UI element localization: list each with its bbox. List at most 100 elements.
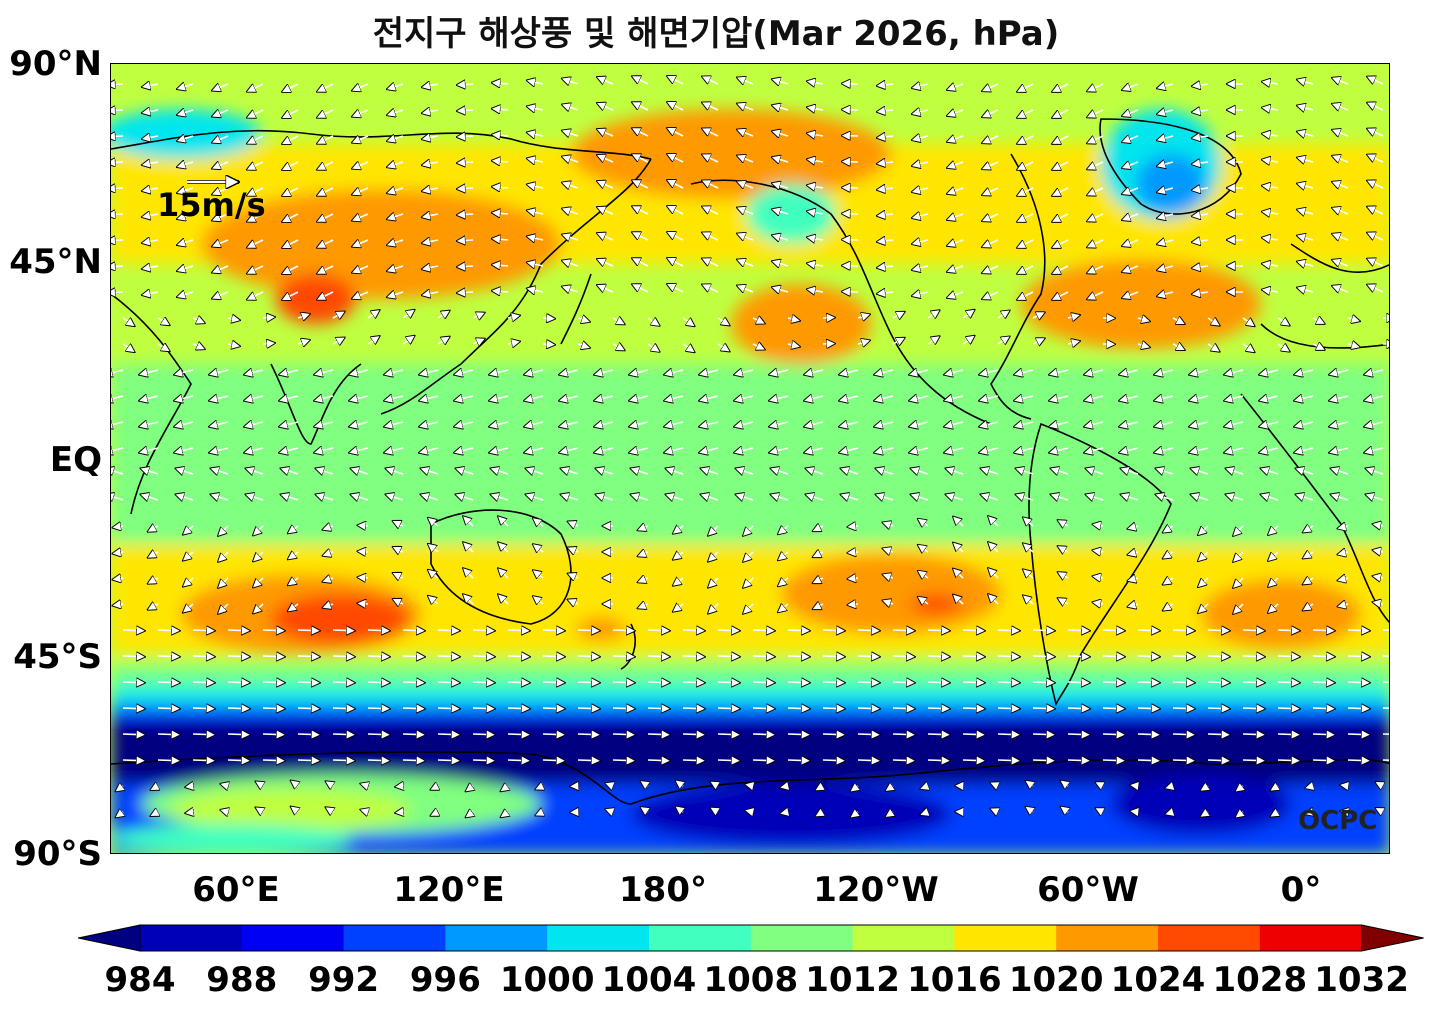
wind-arrow — [640, 526, 649, 529]
wind-arrow — [990, 596, 999, 605]
wind-arrow — [1366, 422, 1384, 426]
wind-arrow — [1202, 786, 1208, 790]
wind-arrow — [1270, 551, 1279, 560]
wind-arrow — [491, 422, 509, 426]
wind-arrow — [354, 162, 369, 168]
wind-arrow — [1121, 396, 1139, 400]
wind-arrow — [809, 82, 824, 84]
wind-arrow — [526, 396, 544, 400]
wind-arrow — [1347, 318, 1358, 321]
wind-arrow — [535, 598, 544, 604]
wind-arrow — [178, 495, 194, 500]
wind-arrow — [297, 315, 308, 318]
wind-arrow — [402, 734, 423, 735]
wind-arrow — [227, 656, 248, 657]
wind-arrow — [529, 81, 544, 84]
wind-arrow — [491, 396, 509, 400]
wind-arrow — [704, 103, 719, 111]
wind-arrow — [1299, 132, 1314, 136]
wind-arrow — [1194, 240, 1209, 242]
wind-arrow — [141, 396, 159, 400]
wind-arrow — [914, 84, 929, 88]
wind-arrow — [1272, 812, 1278, 815]
wind-arrow — [857, 656, 878, 657]
wind-arrow — [596, 396, 614, 400]
wind-arrow — [1027, 782, 1033, 786]
wind-arrow — [596, 448, 614, 452]
wind-arrow — [677, 782, 683, 786]
wind-arrow — [647, 656, 668, 657]
colorbar-cell — [1056, 925, 1159, 951]
wind-arrow — [111, 396, 124, 400]
wind-arrow — [1086, 448, 1104, 452]
wind-arrow — [806, 448, 824, 452]
wind-arrow — [564, 105, 579, 110]
wind-arrow — [774, 80, 789, 84]
wind-arrow — [1089, 187, 1104, 194]
wind-arrow — [389, 266, 404, 271]
wind-arrow — [262, 656, 283, 657]
wind-arrow — [780, 552, 789, 559]
wind-arrow — [1137, 734, 1158, 735]
wind-arrow — [1172, 708, 1193, 709]
wind-arrow — [115, 526, 124, 527]
wind-arrow — [144, 214, 159, 217]
wind-arrow — [675, 578, 684, 584]
wind-arrow — [1331, 370, 1349, 374]
wind-arrow — [1340, 526, 1349, 528]
wind-arrow — [857, 734, 878, 735]
wind-arrow — [857, 315, 868, 318]
wind-arrow — [1067, 316, 1078, 318]
wind-arrow — [493, 495, 509, 500]
wind-arrow — [1062, 808, 1068, 812]
wind-arrow — [808, 469, 824, 474]
wind-arrow — [612, 760, 633, 761]
wind-arrow — [599, 182, 614, 188]
wind-arrow — [1264, 264, 1279, 266]
wind-arrow — [1270, 603, 1279, 612]
wind-arrow — [1333, 469, 1349, 474]
wind-arrow — [736, 370, 754, 374]
wind-arrow — [990, 570, 999, 579]
wind-arrow — [922, 812, 928, 814]
wind-arrow — [437, 760, 458, 761]
wind-arrow — [351, 422, 369, 426]
wind-arrow — [879, 136, 894, 138]
wind-arrow — [111, 188, 124, 189]
wind-arrow — [955, 570, 964, 579]
wind-arrow — [599, 104, 614, 110]
wind-arrow — [192, 760, 213, 761]
wind-arrow — [927, 311, 938, 318]
wind-arrow — [1124, 240, 1139, 245]
wind-arrow — [1305, 552, 1314, 557]
wind-arrow — [507, 708, 528, 709]
wind-arrow — [1086, 422, 1104, 426]
wind-arrow — [150, 526, 159, 531]
wind-arrow — [787, 656, 808, 657]
wind-arrow — [682, 656, 703, 657]
wind-arrow — [1331, 448, 1349, 452]
wind-arrow — [494, 161, 509, 162]
wind-arrow — [771, 422, 789, 426]
wind-arrow — [424, 240, 439, 243]
wind-arrow — [1032, 708, 1053, 709]
wind-arrow — [1124, 292, 1139, 297]
wind-arrow — [1159, 110, 1174, 114]
wind-arrow — [927, 682, 948, 683]
wind-arrow — [1305, 526, 1314, 531]
wind-arrow — [1296, 396, 1314, 400]
wind-arrow — [537, 786, 543, 789]
wind-arrow — [257, 783, 263, 786]
wind-arrow — [739, 234, 754, 240]
wind-arrow — [675, 552, 684, 558]
wind-arrow — [983, 469, 999, 474]
wind-arrow — [852, 812, 858, 816]
wind-arrow — [879, 240, 894, 242]
wind-arrow — [922, 786, 928, 788]
wind-arrow — [1194, 188, 1209, 190]
wind-arrow — [787, 682, 808, 683]
wind-arrow — [459, 292, 474, 293]
wind-arrow — [1369, 78, 1384, 85]
wind-arrow — [458, 469, 474, 474]
wind-arrow — [111, 292, 124, 293]
